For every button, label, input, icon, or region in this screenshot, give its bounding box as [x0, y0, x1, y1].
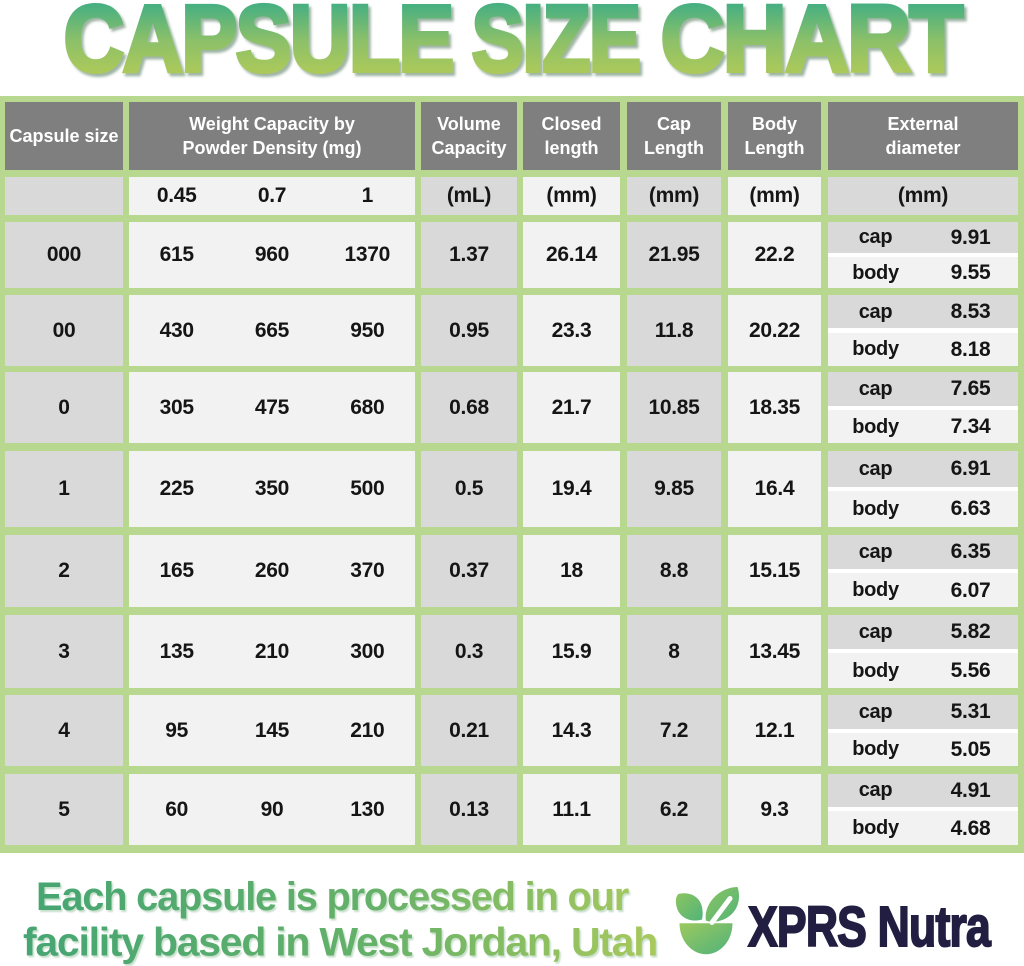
svg-text:SIZE: SIZE — [472, 0, 640, 92]
svg-text:XPRS Nutra: XPRS Nutra — [748, 895, 992, 959]
svg-text:CAPSULE: CAPSULE — [64, 0, 453, 92]
svg-text:CHART: CHART — [661, 0, 964, 92]
svg-text:Each capsule is processed in o: Each capsule is processed in our — [36, 875, 629, 919]
svg-text:facility based in West Jordan,: facility based in West Jordan, Utah — [23, 921, 657, 965]
